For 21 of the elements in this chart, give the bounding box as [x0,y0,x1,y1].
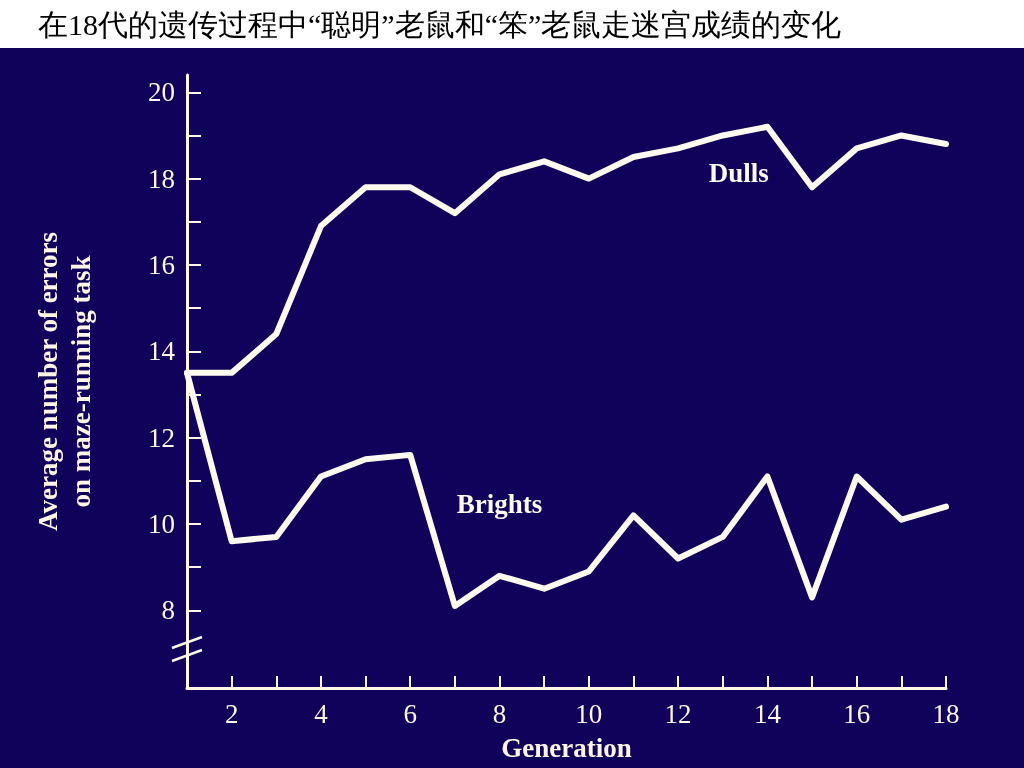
chart-title: 在18代的遗传过程中“聪明”老鼠和“笨”老鼠走迷宫成绩的变化 [38,8,842,41]
y-tick-label: 8 [161,595,175,626]
y-tick-label: 14 [148,336,176,367]
x-tick-label: 16 [843,698,871,729]
x-tick-label: 18 [932,698,960,729]
y-tick-label: 10 [148,508,175,539]
y-tick-label: 12 [148,422,175,453]
x-tick-label: 10 [575,698,603,729]
y-axis-title: Average number of errors on maze-running task [32,231,96,532]
x-tick-label: 8 [492,698,507,729]
x-tick-label: 4 [314,698,329,729]
x-axis-title: Generation [501,732,632,763]
x-tick-label: 2 [224,698,239,729]
y-tick-label: 20 [148,77,175,108]
series-label: Dulls [708,157,769,188]
x-tick-label: 6 [403,698,417,729]
y-tick-label: 16 [148,249,175,280]
x-tick-label: 12 [664,698,692,729]
y-tick-label: 18 [148,163,175,194]
x-tick-label: 14 [753,698,782,729]
series-label: Brights [456,489,543,520]
